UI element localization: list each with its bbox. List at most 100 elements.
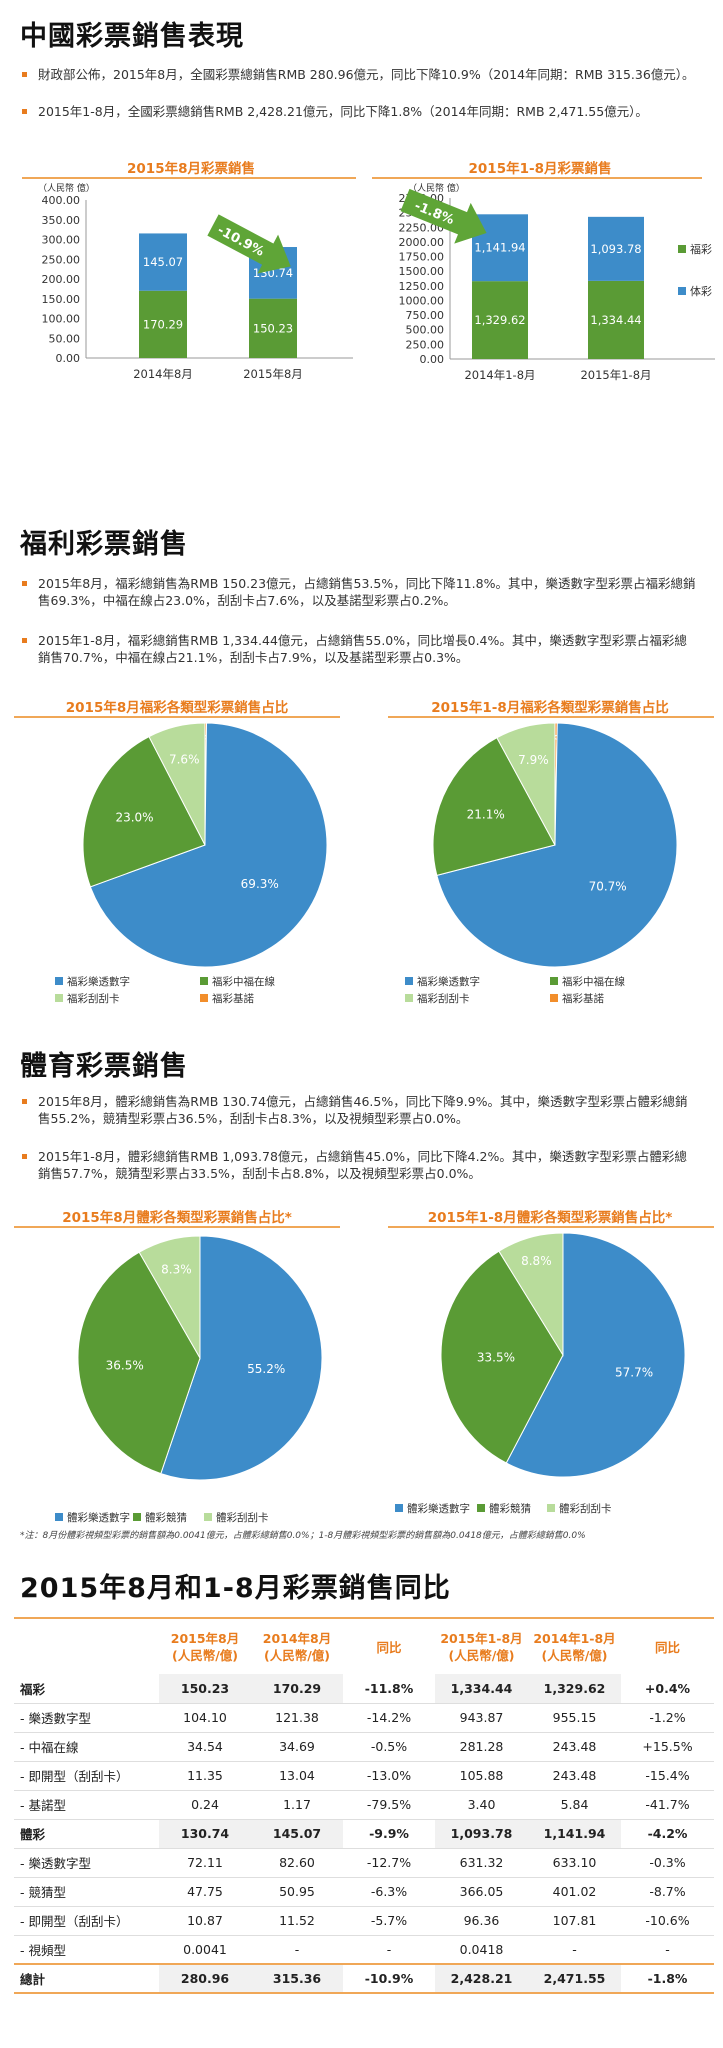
legend-swatch <box>405 977 413 985</box>
bar-segment <box>139 290 187 358</box>
pie-slice <box>440 1250 564 1464</box>
comparison-table: 2015年8月 (人民幣/億) 2014年8月 (人民幣/億) 同比 2015年1-8月(… <box>14 1620 714 1994</box>
pie-slice <box>148 722 206 846</box>
pie-data-label: 7.9% <box>518 753 549 767</box>
legend-swatch <box>550 977 558 985</box>
bar-segment <box>588 280 644 359</box>
legend-swatch <box>55 1513 63 1521</box>
table-cell: +15.5% <box>621 1732 714 1762</box>
table-cell: - 即開型（刮刮卡） <box>14 1906 159 1936</box>
legend-label: 福彩樂透數字 <box>417 975 480 988</box>
chart-title-divider <box>22 177 356 179</box>
table-cell: 243.48 <box>528 1761 621 1791</box>
pie-data-label: 7.6% <box>169 753 200 767</box>
pie-chart-sports-aug: 55.2% 36.5% 8.3% 體彩樂透數字 體彩競猜 體彩刮刮卡 <box>55 1235 323 1524</box>
table-cell: +0.4% <box>621 1674 714 1704</box>
pie-data-label: 55.2% <box>247 1362 285 1376</box>
table-cell: - <box>621 1935 714 1965</box>
table-cell: - <box>251 1935 343 1965</box>
pie-data-label: 69.3% <box>241 877 279 891</box>
bullet-item: 2015年1-8月，體彩總銷售RMB 1,093.78億元，占總銷售45.0%，… <box>22 1148 698 1182</box>
pie-slice <box>496 722 556 846</box>
table-cell: 105.88 <box>435 1761 528 1791</box>
y-tick-label: 100.00 <box>42 313 81 326</box>
bullet-square-icon <box>22 72 27 77</box>
trend-arrow-shape <box>400 188 487 244</box>
table-cell: 2,471.55 <box>528 1963 621 1994</box>
y-tick-label: 150.00 <box>42 293 81 306</box>
table-cell: 13.04 <box>251 1761 343 1791</box>
y-tick-label: 1000.00 <box>399 294 445 307</box>
legend-swatch <box>200 977 208 985</box>
chart-title-divider <box>372 177 702 179</box>
table-cell: 34.69 <box>251 1732 343 1762</box>
table-cell: 243.48 <box>528 1732 621 1762</box>
table-cell: 5.84 <box>528 1790 621 1820</box>
legend-swatch <box>55 977 63 985</box>
chart-title-welfare-aug: 2015年8月福彩各類型彩票銷售占比 <box>65 700 289 716</box>
table-cell: 10.87 <box>159 1906 251 1936</box>
legend-label: 福彩刮刮卡 <box>417 992 470 1005</box>
table-cell: 315.36 <box>251 1963 343 1994</box>
table-cell: -10.9% <box>343 1963 435 1994</box>
table-row: - 即開型（刮刮卡） 10.87 11.52 -5.7% 96.36 107.81 -10.… <box>14 1906 714 1936</box>
table-cell: 1,329.62 <box>528 1674 621 1704</box>
table-cell: 280.96 <box>159 1963 251 1994</box>
section-title-table: 2015年8月和1-8月彩票銷售同比 <box>20 1573 451 1604</box>
table-row: - 視頻型 0.0041- -0.0418- - <box>14 1935 714 1965</box>
table-cell: - 視頻型 <box>14 1935 159 1965</box>
table-header-cell: 2014年1-8月 (人民幣/億) <box>533 1631 616 1663</box>
table-row: - 即開型（刮刮卡） 11.35 13.04 -13.0% 105.88 243.48 -1… <box>14 1761 714 1791</box>
table-cell: 96.36 <box>435 1906 528 1936</box>
legend-label: 體彩樂透數字 <box>67 1511 130 1524</box>
legend-label: 體彩樂透數字 <box>407 1502 470 1515</box>
table-cell: - 中福在線 <box>14 1732 159 1762</box>
bullet-square-icon <box>22 1099 27 1104</box>
table-cell: - 基諾型 <box>14 1790 159 1820</box>
legend-label: 體彩競猜 <box>145 1511 187 1524</box>
bar-data-label: 1,093.78 <box>590 242 641 256</box>
y-tick-label: 50.00 <box>49 332 81 345</box>
section-title-welfare: 福利彩票銷售 <box>20 529 188 560</box>
pie-slice <box>82 735 206 888</box>
table-cell: -41.7% <box>621 1790 714 1820</box>
bullet-item: 2015年1-8月，福彩總銷售RMB 1,334.44億元，占總銷售55.0%，… <box>22 632 698 666</box>
table-cell: 0.24 <box>159 1790 251 1820</box>
table-cell: 1.17 <box>251 1790 343 1820</box>
table-cell: 170.29 <box>251 1674 343 1704</box>
y-axis-label: （人民幣 億） <box>38 182 95 194</box>
legend-swatch <box>55 994 63 1002</box>
x-tick-label: 2014年1-8月 <box>464 368 535 382</box>
legend-swatch <box>133 1513 141 1521</box>
table-cell: -10.6% <box>621 1906 714 1936</box>
table-cell: -12.7% <box>343 1848 435 1878</box>
table-row: 總計 280.96 315.36 -10.9% 2,428.21 2,471.55 -1.8… <box>14 1963 714 1994</box>
table-row: - 基諾型 0.24 1.17 -79.5% 3.40 5.84 -41.7% <box>14 1790 714 1820</box>
chart-title-sports-ytd: 2015年1-8月體彩各類型彩票銷售占比* <box>427 1210 673 1226</box>
legend-swatch <box>204 1513 212 1521</box>
table-cell: 11.52 <box>251 1906 343 1936</box>
table-cell: -9.9% <box>343 1819 435 1849</box>
table-cell: -0.5% <box>343 1732 435 1762</box>
bar-data-label: 170.29 <box>143 317 183 331</box>
pie-slice <box>77 1251 201 1475</box>
chart-title-divider <box>14 716 340 718</box>
table-cell: 47.75 <box>159 1877 251 1907</box>
bullet-square-icon <box>22 581 27 586</box>
legend-swatch <box>395 1504 403 1512</box>
table-cell: 955.15 <box>528 1703 621 1733</box>
table-row: - 樂透數字型 72.11 82.60 -12.7% 631.32 633.10 -0.3% <box>14 1848 714 1878</box>
table-header-cell: 同比 <box>654 1639 680 1655</box>
legend-label: 體彩競猜 <box>489 1502 531 1515</box>
bar-segment <box>472 281 528 359</box>
legend-swatch <box>678 287 686 295</box>
bullet-text: 2015年1-8月，全國彩票總銷售RMB 2,428.21億元，同比下降1.8%… <box>38 104 648 119</box>
table-header-cell: 同比 <box>376 1639 402 1655</box>
pie-slice <box>432 737 556 876</box>
x-tick-label: 2015年1-8月 <box>580 368 651 382</box>
table-cell: 34.54 <box>159 1732 251 1762</box>
sports-video-footnote: *注：8月份體彩視頻型彩票的銷售額為0.0041億元，占體彩總銷售0.0%；1-… <box>20 1531 586 1541</box>
table-header-cell: 2015年1-8月 (人民幣/億) <box>440 1631 523 1663</box>
bullet-square-icon <box>22 109 27 114</box>
